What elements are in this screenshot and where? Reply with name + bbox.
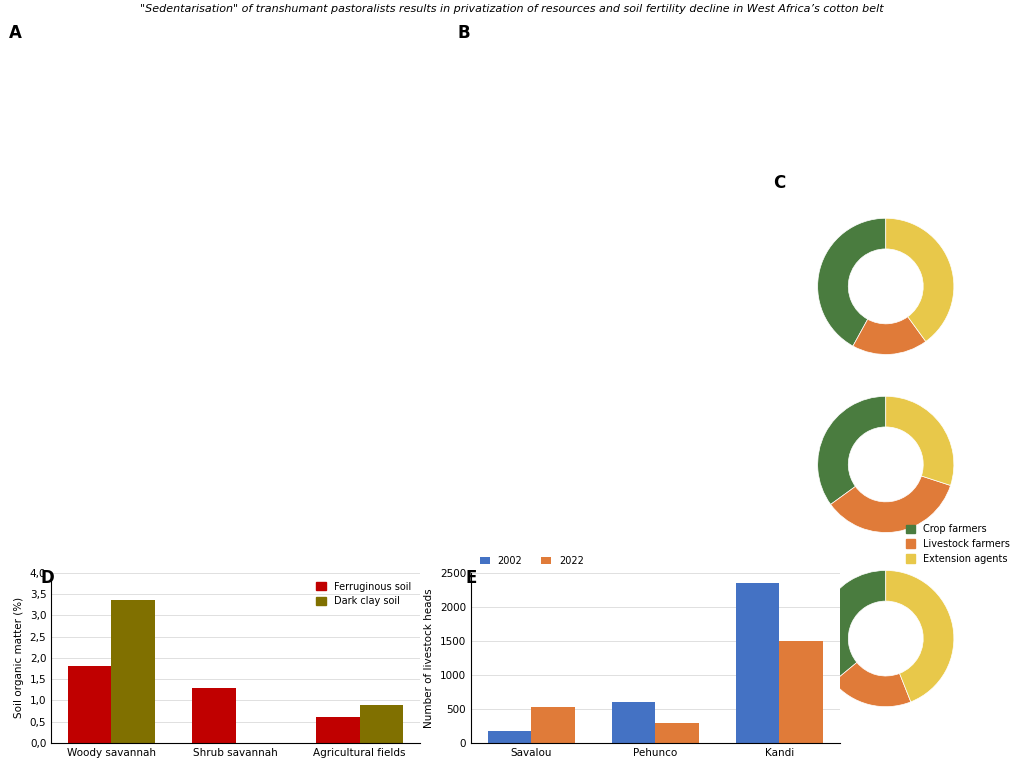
Bar: [736, 583, 779, 743]
Bar: [655, 723, 698, 743]
Wedge shape: [834, 663, 910, 707]
Text: B: B: [457, 25, 470, 43]
Wedge shape: [886, 396, 954, 485]
Bar: [779, 641, 823, 743]
Wedge shape: [886, 570, 954, 702]
Bar: [612, 702, 655, 743]
Text: "Sedentarisation" of transhumant pastoralists results in privatization of resour: "Sedentarisation" of transhumant pastora…: [140, 4, 884, 14]
Text: D: D: [41, 569, 54, 587]
Bar: [68, 666, 112, 743]
Legend: Ferruginous soil, Dark clay soil: Ferruginous soil, Dark clay soil: [312, 577, 415, 610]
Wedge shape: [817, 570, 886, 682]
Wedge shape: [886, 218, 954, 341]
Text: E: E: [466, 569, 477, 587]
Bar: [359, 704, 403, 743]
Wedge shape: [817, 396, 886, 505]
Bar: [193, 687, 236, 743]
Wedge shape: [817, 218, 886, 346]
Legend: Crop farmers, Livestock farmers, Extension agents: Crop farmers, Livestock farmers, Extensi…: [902, 520, 1014, 568]
Bar: [316, 717, 359, 743]
Y-axis label: Number of livestock heads: Number of livestock heads: [424, 588, 434, 728]
Wedge shape: [853, 317, 926, 354]
Bar: [531, 707, 574, 743]
Text: C: C: [773, 174, 785, 192]
Y-axis label: Soil organic matter (%): Soil organic matter (%): [14, 598, 25, 718]
Wedge shape: [830, 476, 950, 533]
Bar: [487, 731, 531, 743]
Bar: [112, 601, 155, 743]
Legend: 2002, 2022: 2002, 2022: [476, 552, 588, 570]
Text: A: A: [9, 25, 22, 43]
